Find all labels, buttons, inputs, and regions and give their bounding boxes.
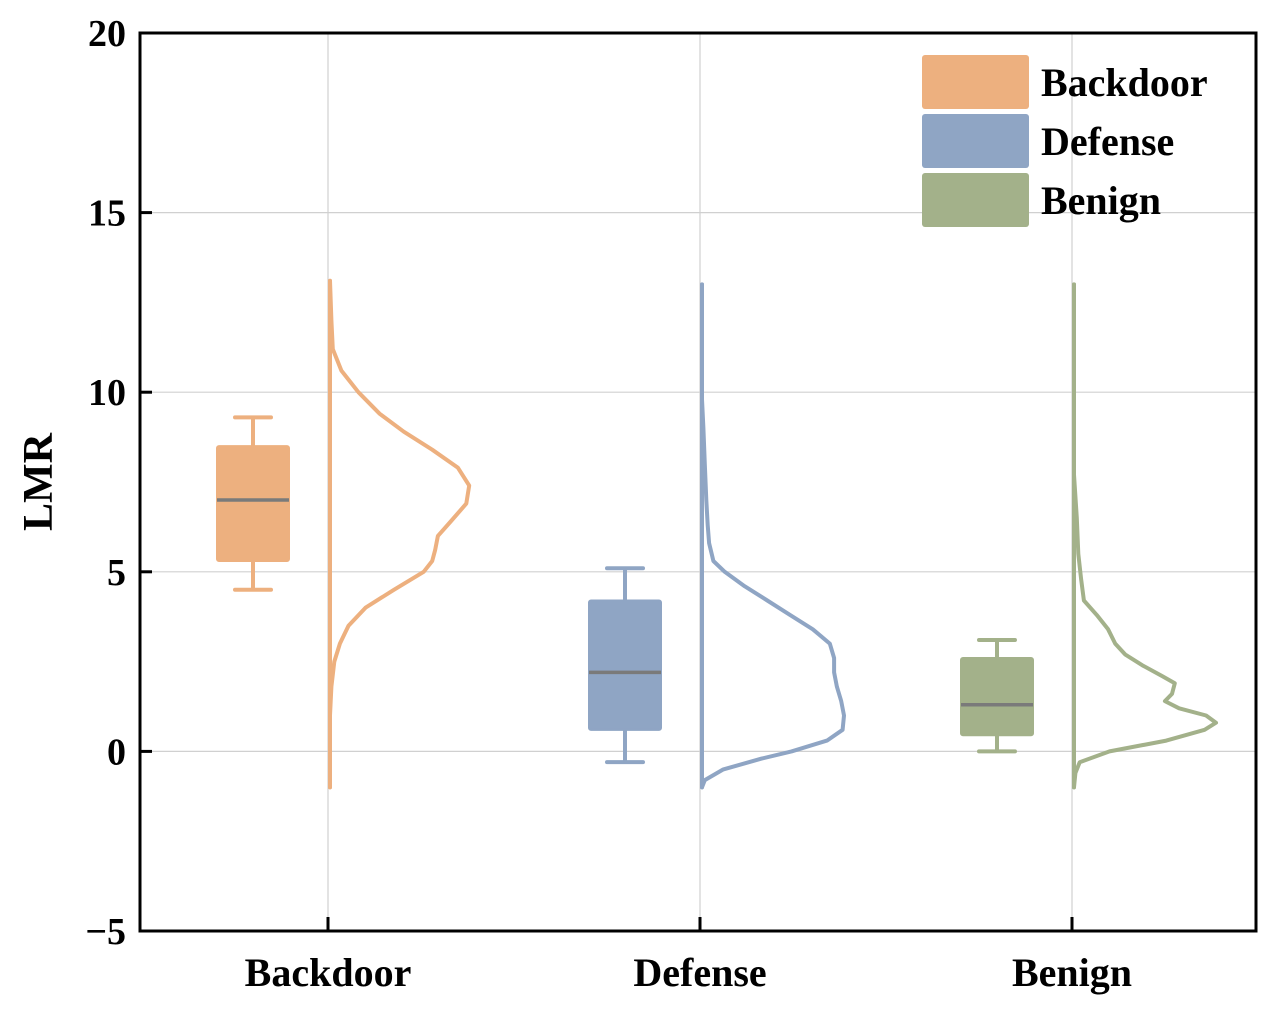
legend-label: Backdoor	[1041, 60, 1208, 105]
x-tick-label: Backdoor	[245, 950, 412, 995]
y-tick-label: 15	[88, 193, 126, 235]
tick-layer	[140, 31, 1074, 933]
x-tick-label: Benign	[1012, 950, 1132, 995]
box-benign	[960, 657, 1034, 737]
legend-label: Benign	[1041, 178, 1161, 223]
legend-label: Defense	[1041, 119, 1174, 164]
x-tick-label: Defense	[633, 950, 766, 995]
grid-layer	[140, 33, 1256, 931]
legend-swatch-defense	[922, 114, 1029, 168]
plot-frame	[138, 31, 1258, 933]
y-tick-label: 20	[88, 13, 126, 55]
box-backdoor	[216, 445, 290, 563]
legend: Backdoor Defense Benign	[922, 55, 1208, 227]
violin-defense	[700, 282, 846, 790]
y-tick-label: 0	[107, 731, 126, 773]
box-defense	[588, 599, 662, 731]
violin-backdoor	[328, 278, 472, 790]
box-layer	[216, 415, 1034, 765]
label-layer: −5 0 5 10 15 20 Backdoor Defense Benign	[85, 13, 1132, 995]
violin-benign	[1072, 282, 1218, 790]
violin-layer	[328, 278, 1218, 790]
y-tick-label: −5	[85, 911, 126, 953]
y-axis-title: LMR	[16, 432, 62, 531]
legend-swatch-benign	[922, 173, 1029, 227]
y-tick-label: 5	[107, 552, 126, 594]
legend-swatch-backdoor	[922, 55, 1029, 109]
y-tick-label: 10	[88, 372, 126, 414]
